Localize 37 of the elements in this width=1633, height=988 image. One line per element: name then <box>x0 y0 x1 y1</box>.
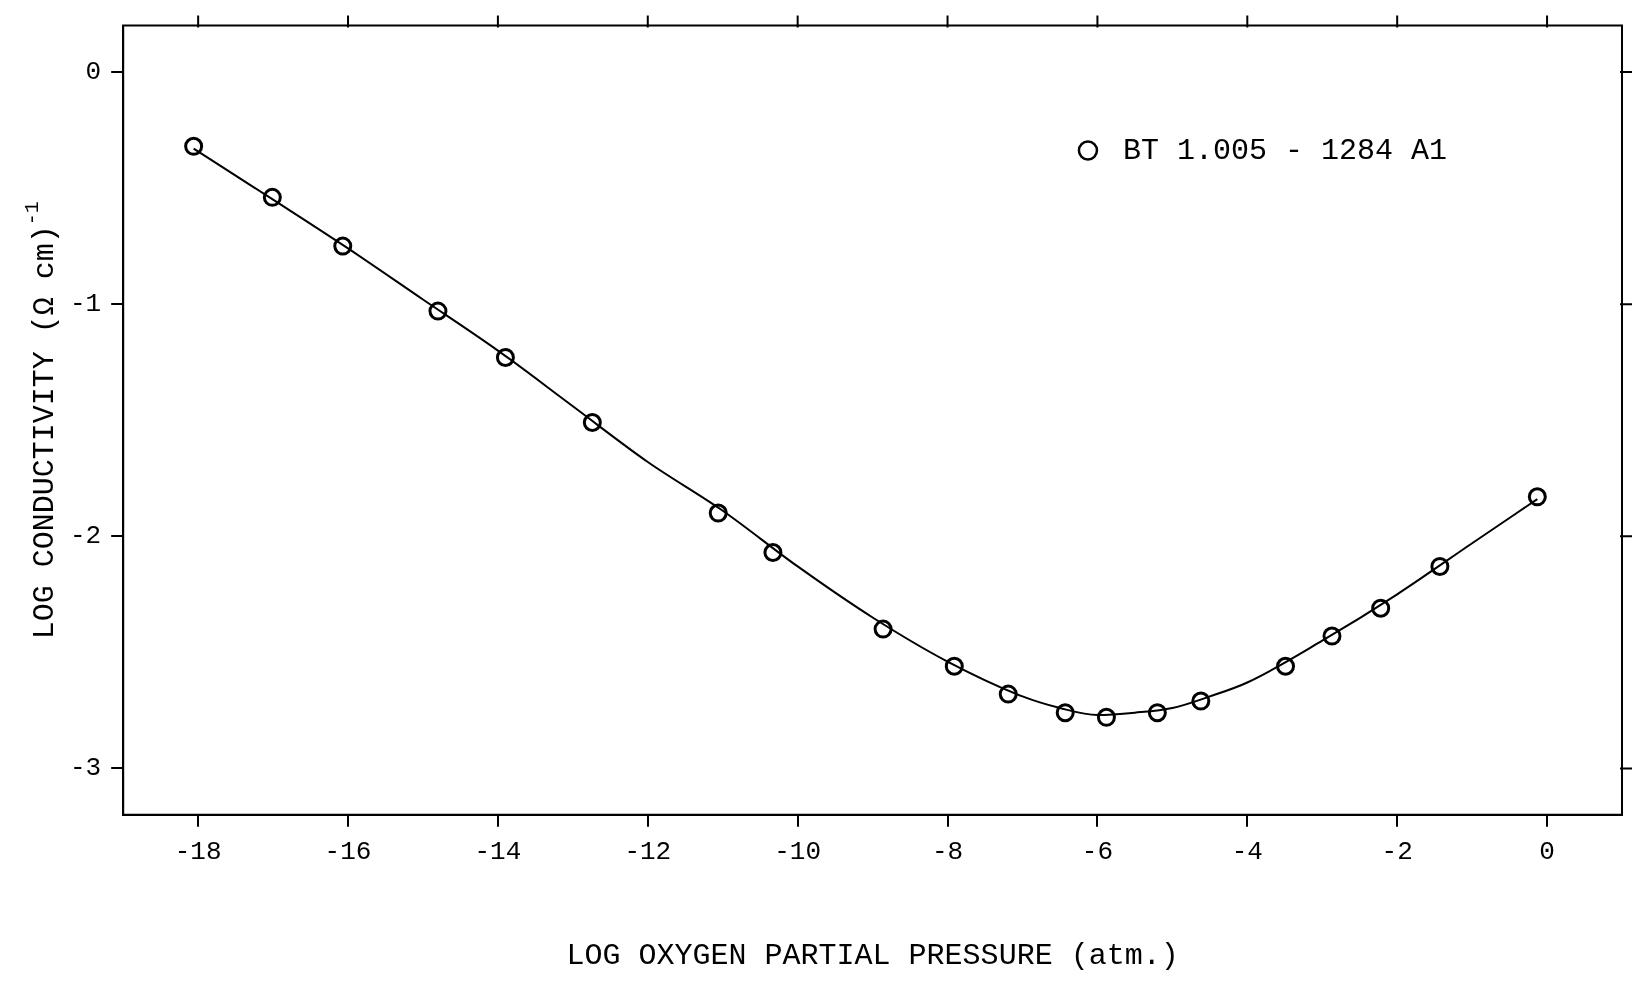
point <box>184 136 204 156</box>
y-tick-label: -3 <box>69 753 102 784</box>
x-tick-label: -16 <box>324 837 372 868</box>
x-tick-label: 0 <box>1539 837 1555 868</box>
point <box>1430 556 1450 576</box>
point <box>1096 707 1116 727</box>
point <box>1055 703 1075 723</box>
x-tick-label: -4 <box>1231 837 1263 868</box>
y-tick-label: -2 <box>69 521 102 552</box>
x-tick-label: -18 <box>174 837 222 868</box>
point <box>1527 487 1547 507</box>
point <box>1191 691 1211 711</box>
point <box>495 348 515 368</box>
point <box>262 187 282 207</box>
point <box>763 543 783 563</box>
point <box>708 503 728 523</box>
point <box>428 301 448 321</box>
point <box>1371 598 1391 618</box>
point <box>1322 626 1342 646</box>
y-axis-title: LOG CONDUCTIVITY (Ω cm)-1 <box>21 201 62 640</box>
point <box>582 413 602 433</box>
x-tick-label: -10 <box>774 837 822 868</box>
point <box>873 619 893 639</box>
point <box>1147 703 1167 723</box>
x-axis-title: LOG OXYGEN PARTIAL PRESSURE (atm.) <box>566 938 1179 973</box>
x-tick-label: -8 <box>931 837 964 868</box>
x-tick-label: -12 <box>624 837 672 868</box>
y-tick-label: -1 <box>69 289 102 320</box>
y-tick-label: 0 <box>85 56 102 87</box>
point <box>998 684 1018 704</box>
x-tick-label: -2 <box>1381 837 1413 868</box>
legend-label: BT 1.005 - 1284 A1 <box>1122 133 1448 168</box>
x-tick-label: -14 <box>474 837 522 868</box>
point <box>944 656 964 676</box>
x-tick-label: -6 <box>1081 837 1114 868</box>
point <box>333 236 353 256</box>
point <box>1276 656 1296 676</box>
